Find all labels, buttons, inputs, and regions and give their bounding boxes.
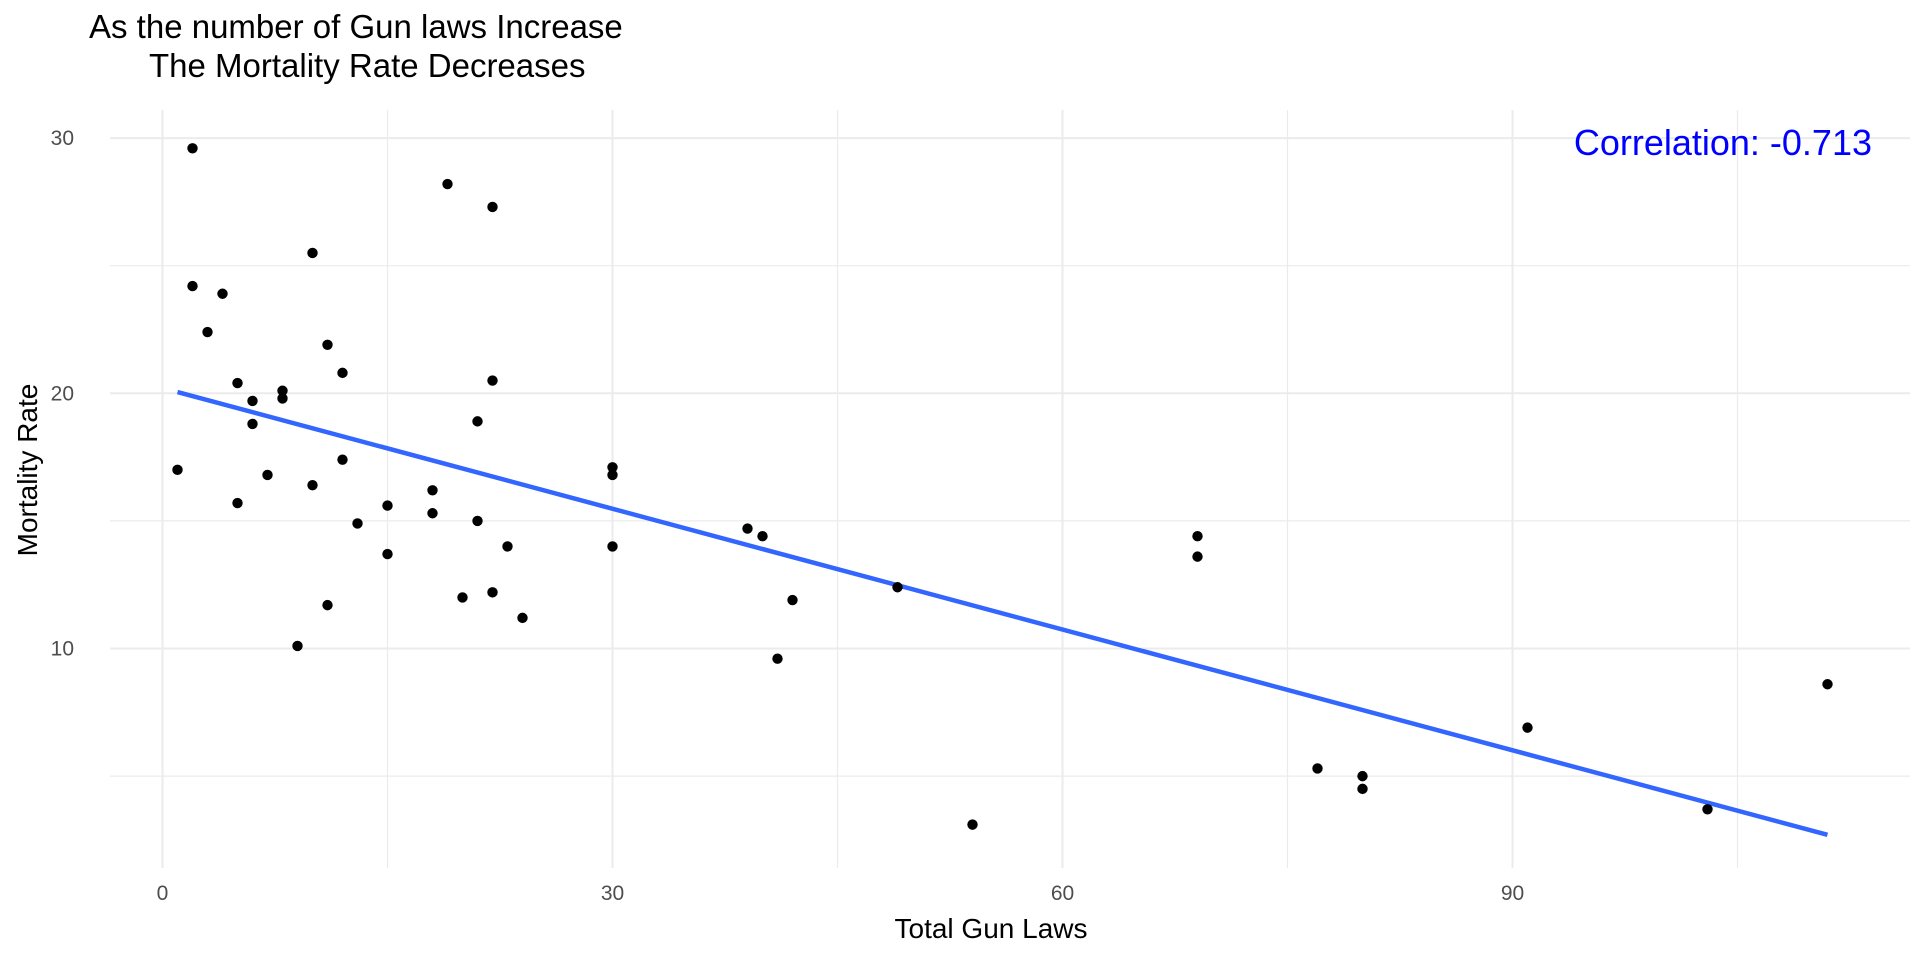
grid-layer [110,110,1910,868]
x-axis-label: Total Gun Laws [895,913,1088,944]
data-point [757,531,768,542]
data-point [307,479,318,491]
data-point [1192,531,1203,542]
y-tick-label: 30 [51,127,74,150]
trend-line [176,389,1829,837]
x-tick-label: 0 [157,882,169,905]
data-point [307,247,318,259]
data-point [967,819,978,830]
data-point [472,416,483,427]
trend-line-layer [176,389,1829,837]
data-point [187,280,198,292]
data-point [1357,770,1368,782]
data-point [1822,679,1833,690]
data-point [427,508,438,519]
data-point [457,592,468,603]
data-point [787,594,798,606]
data-point [1192,551,1203,562]
x-tick-label: 60 [1051,882,1074,905]
x-tick-label: 90 [1501,882,1524,905]
data-point [172,464,183,476]
data-point [382,500,393,511]
y-axis-label: Mortality Rate [12,384,43,557]
data-point [352,518,363,529]
data-point [487,201,498,213]
data-point [427,485,438,496]
x-tick-label: 30 [601,882,624,905]
data-point [217,288,228,299]
data-point [1357,783,1368,795]
data-point [607,462,618,473]
data-point [322,339,333,351]
data-point [232,377,243,389]
data-point [277,385,288,396]
data-point [487,375,498,386]
chart-title-line-1: As the number of Gun laws Increase [89,8,623,45]
tick-labels: 0 30 60 90 10 20 30 [51,127,1525,905]
data-point [502,541,513,552]
y-tick-label: 20 [51,382,74,405]
data-point [202,326,213,338]
data-point [277,393,288,404]
data-point [442,178,453,190]
data-point [262,469,273,481]
data-point [382,548,393,560]
data-point [337,454,348,465]
data-point [742,523,753,534]
data-point [472,515,483,527]
data-point [607,541,618,552]
data-point [487,587,498,598]
data-point [247,418,258,430]
data-point [232,497,243,509]
correlation-annotation: Correlation: -0.713 [1574,122,1872,163]
data-point [772,653,783,664]
data-point [1312,763,1323,774]
data-point [892,582,903,593]
data-point [1522,722,1533,733]
data-point [247,395,258,407]
data-points [172,143,1833,830]
data-point [292,640,303,652]
data-point [517,612,528,624]
data-point [187,143,198,154]
chart-title-line-2: The Mortality Rate Decreases [149,47,586,84]
y-tick-label: 10 [51,638,74,661]
data-point [607,469,618,481]
data-point [322,599,333,611]
data-point [337,367,348,379]
data-point [1702,804,1713,815]
